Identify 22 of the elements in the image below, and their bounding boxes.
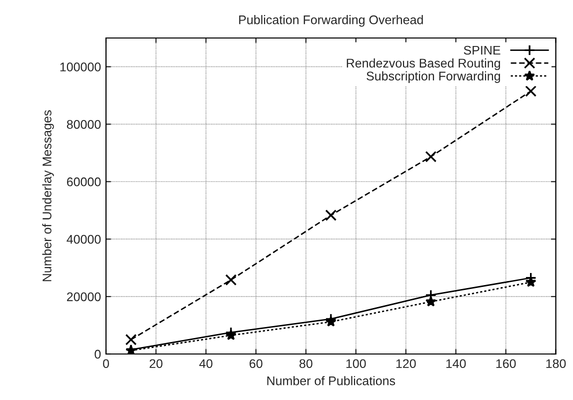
y-tick-label: 20000 xyxy=(67,292,101,302)
y-tick-label: 80000 xyxy=(66,120,101,129)
x-tick-label: 60 xyxy=(250,359,262,368)
y-tick-label: 0 xyxy=(94,350,101,359)
x-tick-label: 40 xyxy=(199,359,212,368)
x-tick-label: 120 xyxy=(396,359,416,368)
x-axis-title: Number of Publications xyxy=(267,376,396,386)
legend-label: SPINE xyxy=(464,46,500,55)
x-tick-label: 0 xyxy=(103,359,109,368)
legend-label: Rendezvous Based Routing xyxy=(346,58,500,70)
legend-label: Subscription Forwarding xyxy=(366,71,500,83)
x-tick-label: 160 xyxy=(496,359,516,368)
x-tick-label: 180 xyxy=(546,359,566,368)
y-axis-title: Number of Underlay Messages xyxy=(42,110,54,282)
x-tick-label: 100 xyxy=(346,359,366,368)
y-tick-label: 60000 xyxy=(67,177,101,186)
y-tick-label: 40000 xyxy=(66,234,101,244)
y-tick-label: 100000 xyxy=(60,62,101,72)
x-tick-label: 20 xyxy=(150,359,162,368)
chart-title: Publication Forwarding Overhead xyxy=(239,15,423,27)
x-tick-label: 80 xyxy=(300,359,312,368)
x-tick-label: 140 xyxy=(446,359,466,368)
